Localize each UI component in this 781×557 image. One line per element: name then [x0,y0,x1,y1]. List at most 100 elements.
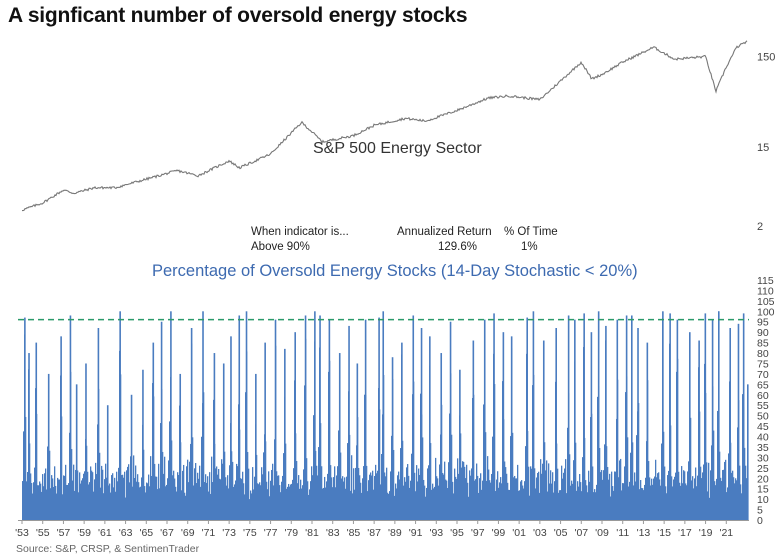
oversold-bar [463,461,465,520]
oversold-bar [480,473,482,520]
oversold-bar [444,461,446,520]
oversold-bar [374,475,376,520]
oversold-bar [222,463,224,520]
oversold-bar [534,468,536,520]
oversold-bar [417,481,419,520]
x-tick-label: '15 [657,527,671,539]
oversold-bar [112,473,114,520]
oversold-bar [739,465,741,520]
oversold-bar [103,493,105,520]
oversold-bar [656,477,658,520]
oversold-bar [235,480,237,520]
oversold-bar [567,427,569,520]
oversold-bar [341,478,343,520]
oversold-bar [703,464,705,520]
oversold-bar [252,467,254,520]
x-tick-label: '19 [699,527,713,539]
oversold-bar [692,476,694,520]
oversold-bar [458,473,460,520]
percent-tick-label: 100 [757,306,775,318]
oversold-bar [283,453,285,520]
oversold-bar [530,466,532,520]
oversold-peak-bar [704,313,707,520]
oversold-bar [200,486,202,520]
oversold-bar [452,481,454,520]
oversold-bar [424,485,426,520]
oversold-bar [651,478,653,520]
oversold-peak-bar [202,311,204,520]
oversold-bar [274,439,276,520]
oversold-bar [423,479,425,520]
oversold-bar [299,488,301,520]
oversold-bar [620,458,622,520]
oversold-bar [350,490,352,520]
oversold-bar [740,484,742,520]
oversold-bar [680,485,682,520]
oversold-bar [372,470,374,520]
oversold-bar [245,392,247,520]
oversold-bar [347,443,349,520]
oversold-bar [197,472,199,520]
oversold-bar [661,443,663,520]
oversold-bar [745,465,747,520]
oversold-bar [728,453,730,520]
oversold-bar [636,435,638,520]
table-header-time: % Of Time [504,226,558,238]
oversold-peak-bar [106,405,109,520]
oversold-bar [395,483,397,520]
oversold-bar [624,466,626,520]
oversold-bar [566,493,568,520]
oversold-peak-bar [190,328,193,520]
oversold-bar [559,490,561,520]
oversold-bar [727,487,729,520]
oversold-bar [721,481,723,520]
oversold-bar [234,484,236,520]
oversold-bar [237,466,239,520]
x-tick-label: '67 [160,527,174,539]
oversold-bar [461,467,463,520]
oversold-bar [96,474,98,520]
oversold-bar [218,468,220,520]
oversold-bar [125,497,127,520]
oversold-bar [94,479,96,520]
oversold-peak-bar [75,384,78,520]
oversold-bar [388,493,390,520]
oversold-bar [192,437,194,520]
oversold-bar [273,485,275,520]
x-tick-label: '61 [98,527,112,539]
oversold-bar [377,470,379,520]
oversold-bar [516,478,518,520]
oversold-bar [304,385,306,520]
table-cell-condition: Above 90% [251,241,310,253]
oversold-bar [166,484,168,520]
oversold-bar [162,451,164,520]
oversold-bar [693,488,695,520]
oversold-bar [665,486,667,520]
oversold-peak-bar [28,353,30,520]
oversold-bar [486,480,488,520]
oversold-bar [331,477,333,520]
oversold-peak-bar [238,315,241,520]
oversold-bar [437,478,439,520]
oversold-bar [713,430,715,520]
oversold-bar [100,487,102,520]
oversold-bar [552,472,554,520]
oversold-bar [457,458,459,520]
oversold-bar [277,475,279,520]
oversold-peak-bar [616,319,619,520]
oversold-bar [80,483,82,520]
percent-tick-label: 95 [757,317,769,329]
percent-tick-label: 65 [757,379,769,391]
oversold-bar [666,493,668,520]
oversold-bar [301,488,303,520]
oversold-peak-bar [222,363,225,520]
oversold-bar [434,486,436,520]
oversold-bar [226,485,228,520]
percent-tick-label: 110 [757,285,774,297]
oversold-bar [309,489,311,520]
oversold-bar [629,481,631,520]
oversold-bar [681,466,683,520]
percent-tick-label: 70 [757,369,769,381]
oversold-bar [653,478,655,520]
x-tick-label: '55 [36,527,50,539]
